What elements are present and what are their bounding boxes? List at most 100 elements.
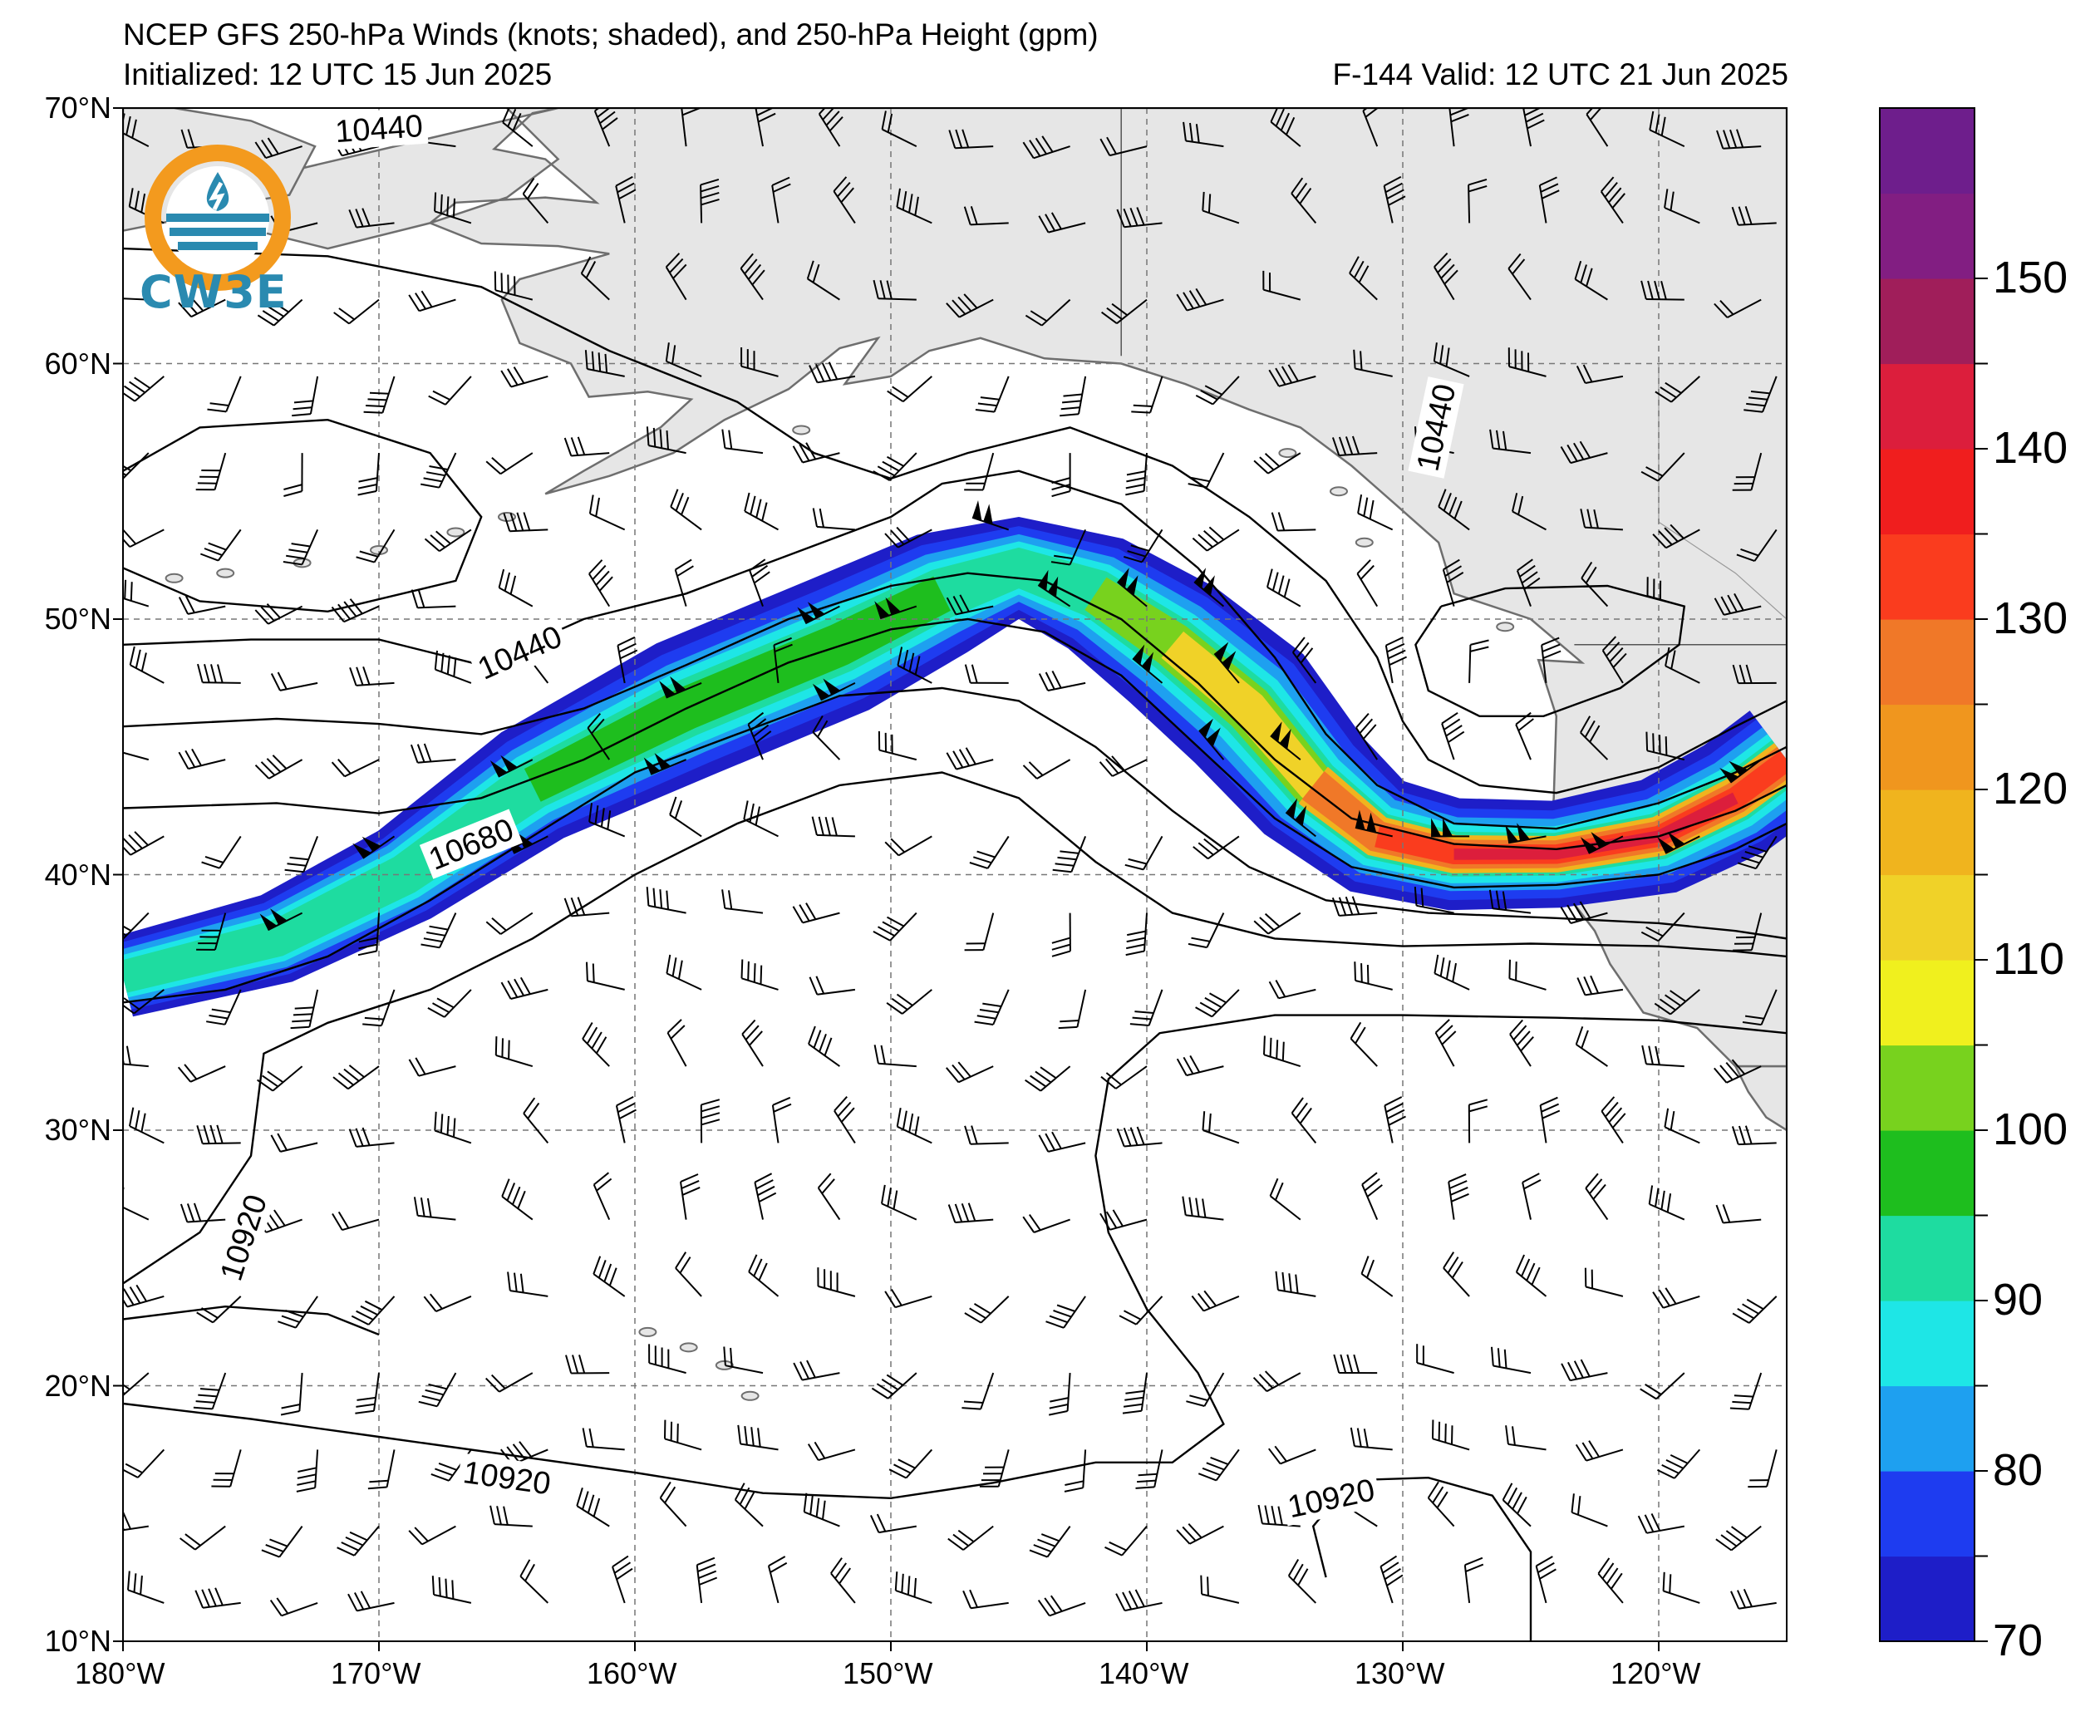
barb-feather <box>413 1197 419 1217</box>
barb-feather <box>1746 1298 1764 1311</box>
lat-label: 60°N <box>44 346 111 381</box>
barb-feather <box>814 1441 826 1459</box>
wind-barb <box>1640 1372 1685 1400</box>
barb-feather <box>1605 1101 1619 1118</box>
barb-staff <box>818 1448 856 1462</box>
contour-label-bg <box>468 616 572 689</box>
barb-feather <box>103 1515 111 1532</box>
barb-feather <box>803 1493 808 1512</box>
barb-feather <box>356 556 375 563</box>
wind-barb <box>1601 636 1627 684</box>
barb-feather <box>491 457 507 471</box>
barb-feather <box>426 1197 432 1217</box>
barb-feather <box>670 1421 673 1441</box>
wind-barb <box>1443 1252 1470 1297</box>
wind-barb <box>884 1288 932 1309</box>
barb-feather <box>1041 135 1054 153</box>
wind-barb <box>1507 347 1547 377</box>
barb-feather <box>1191 937 1211 942</box>
barb-feather <box>744 1425 748 1445</box>
barb-feather <box>565 1355 573 1374</box>
island <box>216 568 235 578</box>
barb-feather <box>963 1400 983 1404</box>
barb-feather <box>257 1079 273 1092</box>
barb-feather <box>184 595 195 613</box>
barb-feather <box>1189 122 1193 142</box>
barb-feather <box>1099 761 1114 777</box>
barb-feather <box>1571 1493 1575 1513</box>
barb-feather <box>1738 1125 1746 1145</box>
barb-feather <box>1444 565 1463 577</box>
barb-feather <box>125 116 131 135</box>
barb-feather <box>1745 664 1753 684</box>
barb-feather <box>119 578 120 597</box>
barb-feather <box>345 1536 364 1547</box>
barb-feather <box>809 1495 814 1515</box>
barb-feather <box>1512 1426 1516 1446</box>
barb-feather <box>891 997 908 1011</box>
wind-barb <box>979 1449 1010 1488</box>
barb-feather <box>408 1530 423 1546</box>
barb-feather <box>1051 943 1071 951</box>
barb-feather <box>1125 950 1145 957</box>
wind-barb <box>1051 453 1071 498</box>
barb-pennant <box>1133 644 1145 666</box>
wind-barb <box>178 296 226 318</box>
barb-feather <box>1647 280 1654 300</box>
barb-feather <box>1060 413 1080 417</box>
barb-feather <box>1198 534 1213 548</box>
barb-staff <box>1663 1295 1700 1309</box>
barb-feather <box>747 961 750 981</box>
contour-label: 10440 <box>329 106 429 150</box>
wind-barb <box>749 558 770 607</box>
barb-feather <box>586 1026 598 1045</box>
barb-feather <box>1652 733 1655 753</box>
barb-feather <box>1105 1211 1118 1229</box>
barb-feather <box>1517 495 1524 515</box>
wind-barb <box>1291 177 1317 224</box>
barb-feather <box>1670 191 1675 211</box>
barb-feather <box>728 890 733 910</box>
barb-feather <box>1665 381 1682 394</box>
wind-barb <box>897 647 932 684</box>
barb-pennant <box>1719 768 1739 783</box>
barb-staff <box>725 1365 764 1375</box>
barb-feather <box>1040 1066 1057 1079</box>
barb-feather <box>1295 1274 1299 1294</box>
barb-feather <box>822 1500 826 1520</box>
barb-feather <box>292 1020 312 1023</box>
wind-barb <box>1192 526 1240 552</box>
barb-feather <box>125 1045 131 1065</box>
barb-feather <box>675 1252 687 1269</box>
wind-barb <box>196 1124 241 1145</box>
barb-feather <box>893 1463 912 1474</box>
barb-feather <box>876 1513 887 1532</box>
barb-staff <box>381 376 396 414</box>
wind-barb <box>969 835 1010 869</box>
lon-label: 120°W <box>1611 1656 1701 1690</box>
barb-feather <box>612 1555 629 1568</box>
barb-feather <box>1044 1597 1057 1615</box>
barb-feather <box>1362 108 1369 112</box>
barb-feather <box>1360 564 1375 580</box>
barb-feather <box>1099 138 1111 156</box>
barb-feather <box>1743 409 1763 413</box>
barb-feather <box>1257 1504 1263 1524</box>
barb-feather <box>1038 673 1049 691</box>
barb-staff <box>666 972 702 991</box>
barb-feather <box>1580 509 1586 528</box>
wind-barb <box>196 912 227 951</box>
wind-barb <box>1037 1595 1086 1617</box>
wind-barb <box>1038 212 1086 234</box>
barb-staff <box>386 1449 396 1488</box>
wind-barb <box>1104 1525 1148 1556</box>
barb-feather <box>1575 1025 1584 1045</box>
barb-feather <box>1182 1526 1197 1542</box>
wind-barb <box>582 1021 610 1067</box>
barb-feather <box>1189 1055 1201 1073</box>
barb-feather <box>1542 650 1561 660</box>
barb-feather <box>1601 1562 1615 1580</box>
barb-pennant <box>1505 824 1518 843</box>
barb-feather <box>1573 442 1585 460</box>
